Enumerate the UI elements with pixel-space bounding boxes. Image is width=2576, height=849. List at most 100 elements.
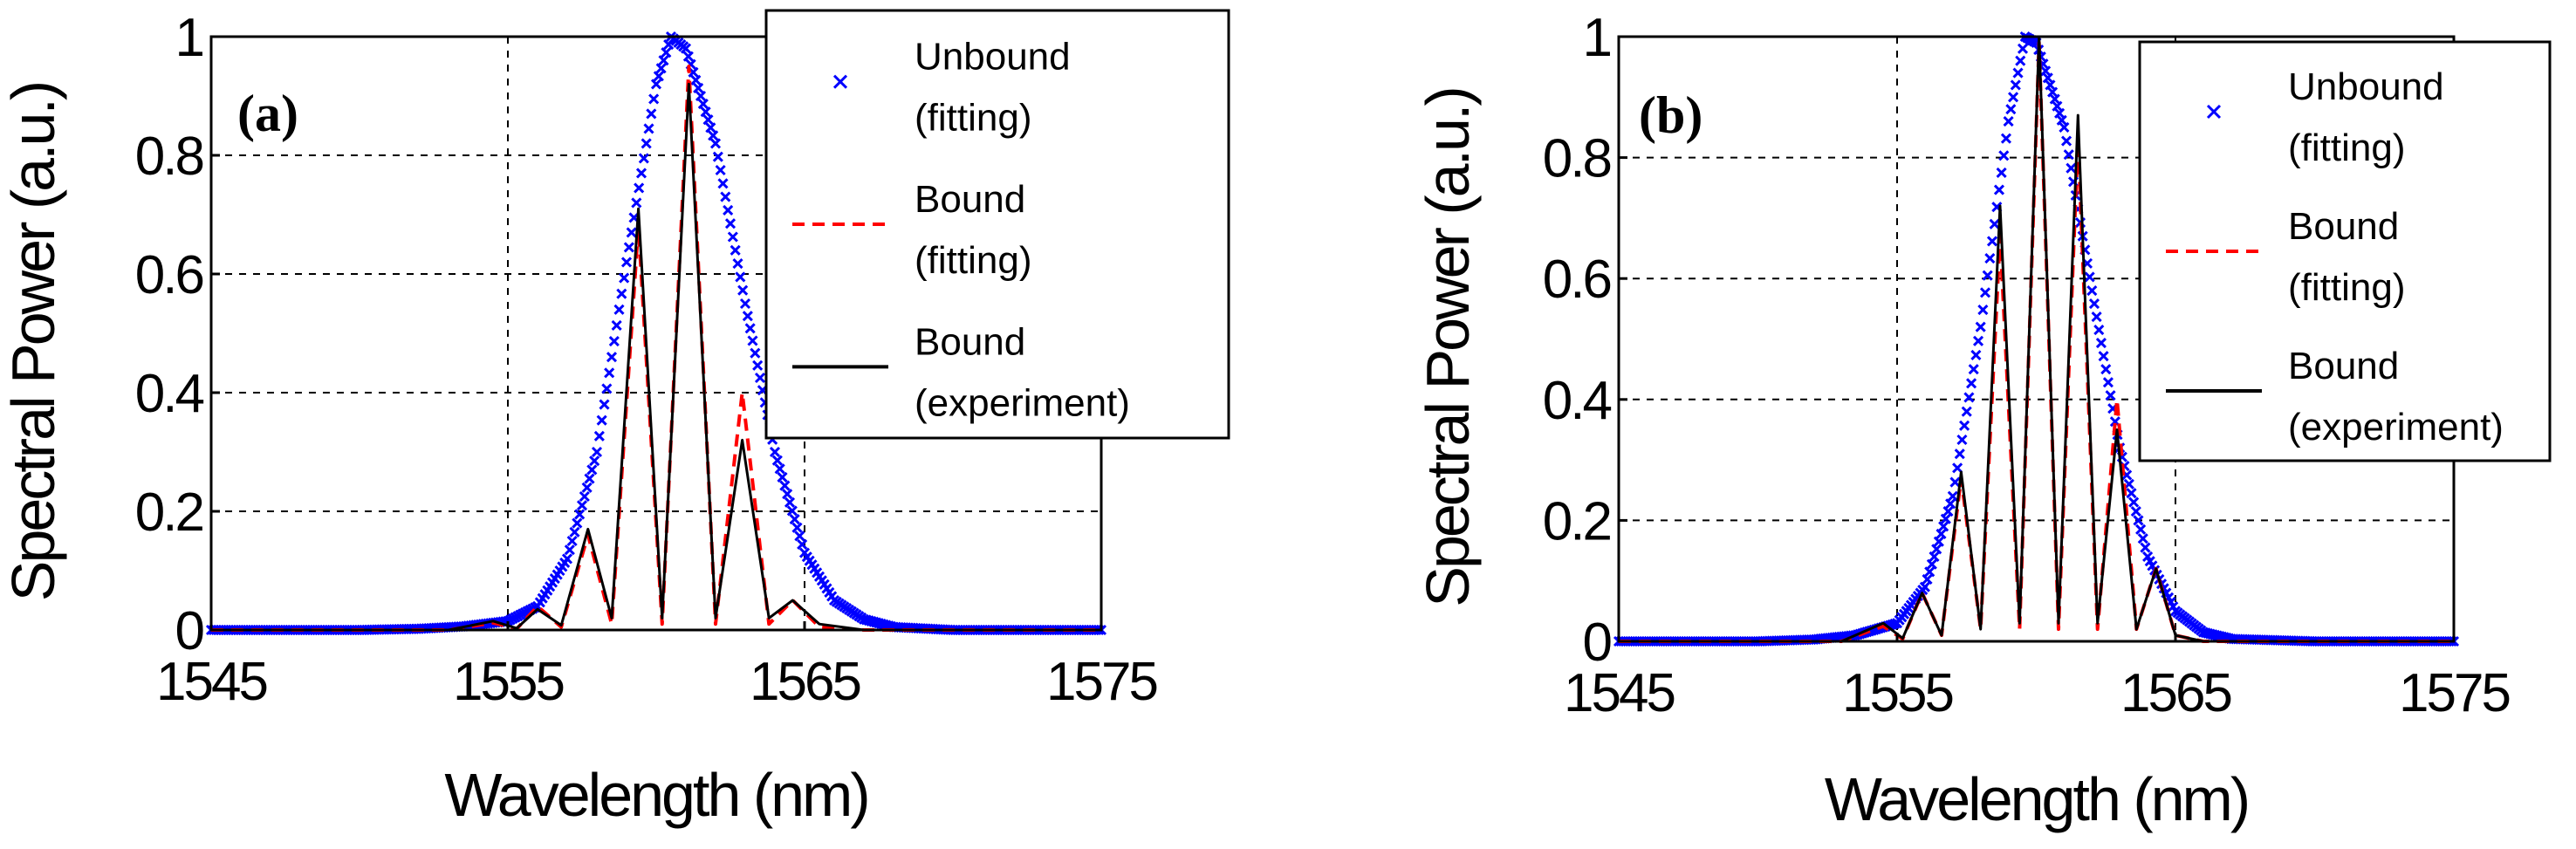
data-point (641, 138, 652, 149)
data-point (727, 231, 738, 243)
data-point (723, 204, 734, 216)
data-point (586, 464, 598, 476)
data-point (735, 271, 746, 283)
data-point (1954, 448, 1965, 460)
data-point (564, 544, 575, 556)
data-point (661, 47, 672, 58)
data-point (724, 218, 736, 229)
data-point (616, 288, 627, 299)
data-point (680, 43, 692, 54)
y-tick-label: 0.2 (135, 483, 203, 543)
data-point (1963, 392, 1975, 403)
data-point (1996, 167, 2007, 178)
data-point (2003, 115, 2014, 127)
data-point (774, 463, 785, 475)
series-bound-experiment-line (211, 82, 1101, 632)
data-point (1966, 378, 1977, 389)
data-point (2100, 364, 2112, 375)
data-point (591, 446, 603, 458)
panel-label: (a) (237, 85, 298, 142)
data-point (2128, 496, 2140, 508)
data-point (789, 514, 800, 525)
data-point (2126, 488, 2137, 499)
data-point (2052, 100, 2063, 112)
data-point (750, 347, 761, 359)
y-tick-label: 0.4 (135, 364, 204, 424)
data-point (2010, 79, 2021, 91)
legend-label: Bound (2288, 345, 2399, 387)
data-point (1949, 476, 1961, 488)
data-point (1982, 270, 1993, 281)
y-tick-label: 0.6 (1543, 250, 1611, 310)
y-axis-label: Spectral Power (a.u.) (1414, 88, 1482, 606)
data-point (754, 372, 766, 384)
data-point (599, 399, 610, 410)
data-point (572, 517, 583, 529)
data-point (643, 123, 654, 134)
data-point (784, 496, 796, 508)
data-point (1984, 253, 1996, 264)
data-point (2093, 325, 2105, 336)
data-point (2015, 55, 2026, 66)
data-point (752, 359, 764, 371)
data-point (1924, 566, 1935, 578)
legend: Unbound (fitting) Bound (fitting) Bound (expe… (764, 9, 1230, 440)
data-point (620, 257, 633, 268)
data-point (693, 82, 704, 93)
legend-marker (832, 74, 848, 89)
data-point (2137, 533, 2148, 544)
y-tick-label: 0.6 (135, 245, 203, 305)
data-point (737, 284, 749, 296)
data-point (611, 319, 622, 331)
data-point (739, 298, 751, 310)
data-point (1986, 236, 1998, 247)
data-point (1947, 490, 1958, 502)
x-tick-label: 1545 (156, 652, 266, 712)
y-tick-label: 0.8 (135, 127, 203, 187)
data-point (2017, 43, 2029, 54)
data-point (1998, 150, 2010, 161)
data-point (797, 538, 808, 551)
data-point (631, 197, 642, 209)
data-point (732, 258, 743, 270)
data-point (1952, 462, 1963, 474)
data-point (712, 151, 723, 162)
data-point (700, 106, 711, 118)
data-point (606, 352, 618, 363)
data-point (2059, 121, 2070, 134)
data-point (682, 51, 694, 62)
data-point (2047, 86, 2059, 98)
x-tick-label: 1555 (453, 652, 563, 712)
data-point (1989, 218, 2000, 229)
data-point (1993, 184, 2005, 195)
data-point (708, 130, 719, 141)
data-point (2086, 284, 2098, 297)
data-point (2008, 92, 2019, 103)
data-point (709, 138, 722, 149)
data-point (1942, 505, 1954, 517)
data-point (1919, 581, 1930, 592)
data-point (1938, 521, 1949, 532)
series-bound-experiment-line (1619, 35, 2454, 643)
data-point (2084, 271, 2095, 283)
data-point (2133, 515, 2144, 526)
data-point (2056, 114, 2067, 126)
data-point (601, 383, 613, 394)
legend-label-detail: (experiment) (2288, 406, 2504, 448)
data-point (1968, 364, 1979, 375)
y-tick-label: 0.2 (1543, 491, 1611, 551)
x-axis-label: Wavelength (nm) (1825, 765, 2248, 833)
data-point (579, 490, 590, 503)
data-point (635, 168, 647, 179)
data-point (2012, 67, 2024, 79)
data-point (655, 63, 667, 74)
y-tick-label: 1 (175, 8, 203, 68)
legend-label-detail: (fitting) (915, 97, 1031, 140)
data-point (2098, 351, 2109, 362)
x-tick-label: 1545 (1564, 663, 1674, 723)
data-point (747, 335, 758, 346)
x-tick-label: 1565 (750, 652, 860, 712)
x-tick-label: 1565 (2120, 663, 2230, 723)
data-point (561, 553, 573, 565)
